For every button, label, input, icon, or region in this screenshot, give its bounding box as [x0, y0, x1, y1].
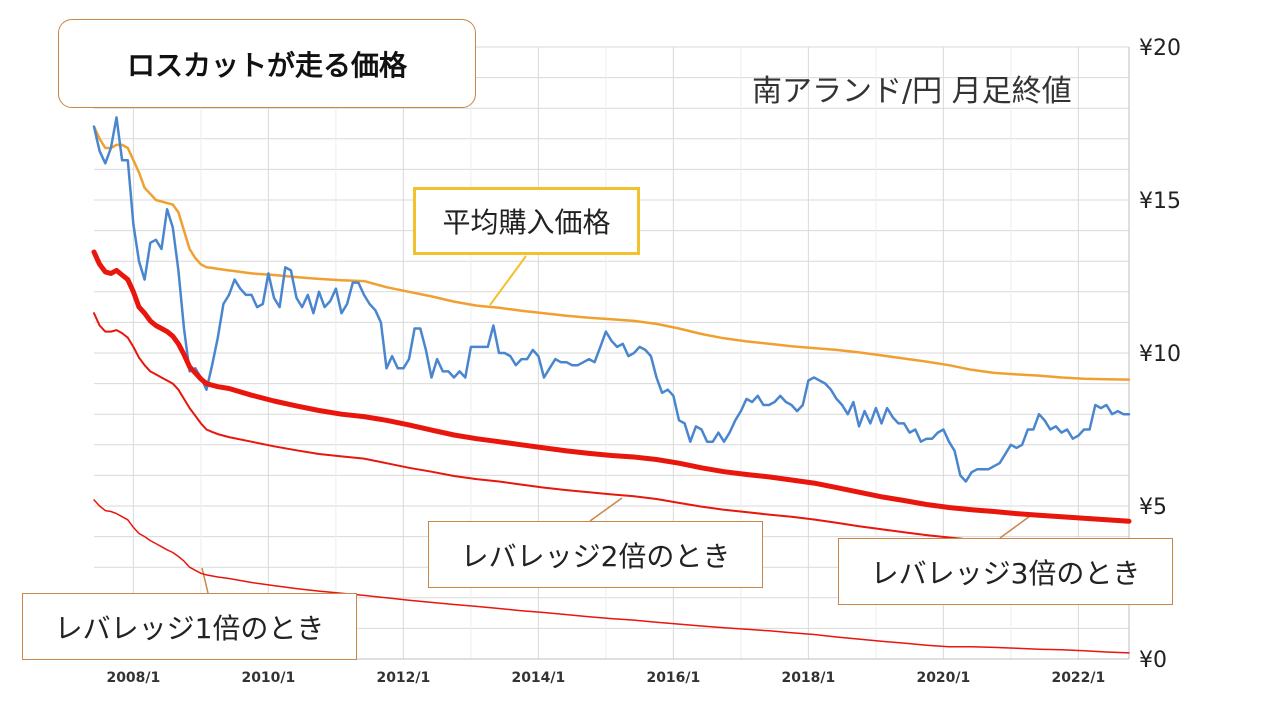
y-tick-label: ¥10 [1139, 342, 1181, 367]
lev3-leader-line [999, 515, 1031, 539]
series-line-lev2 [93, 312, 1130, 550]
lev2-leader-line [589, 497, 623, 522]
leverage-2x-label: レバレッジ2倍のとき [428, 521, 763, 588]
chart-title: ロスカットが走る価格 [58, 19, 476, 108]
average-price-label: 平均購入価格 [413, 187, 640, 255]
leverage-1x-label: レバレッジ1倍のとき [22, 593, 357, 660]
series-line-price [92, 116, 1131, 483]
lev1-leader-line [201, 567, 209, 594]
x-tick-label: 2008/1 [106, 670, 160, 686]
y-tick-label: ¥20 [1139, 36, 1181, 61]
leverage-3x-label: レバレッジ3倍のとき [838, 538, 1173, 605]
x-tick-label: 2010/1 [241, 670, 295, 686]
average-leader-line [489, 255, 527, 306]
y-tick-label: ¥15 [1139, 189, 1181, 214]
series-line-lev3 [91, 249, 1132, 524]
x-tick-label: 2016/1 [646, 670, 700, 686]
x-tick-label: 2022/1 [1051, 670, 1105, 686]
x-tick-label: 2014/1 [511, 670, 565, 686]
series-line-lev1 [93, 499, 1130, 654]
y-tick-label: ¥5 [1139, 495, 1167, 520]
x-tick-label: 2018/1 [781, 670, 835, 686]
chart-subtitle: 南アランド/円 月足終値 [752, 74, 1072, 109]
x-tick-label: 2012/1 [376, 670, 430, 686]
x-tick-label: 2020/1 [916, 670, 970, 686]
y-tick-label: ¥0 [1139, 648, 1167, 673]
series-line-average [92, 125, 1131, 381]
